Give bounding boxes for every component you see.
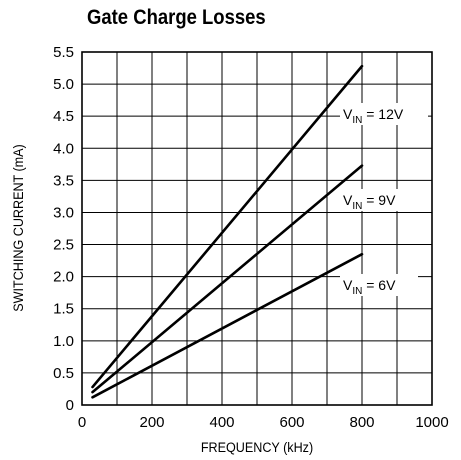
series-label-bg — [340, 274, 418, 296]
y-axis-label: SWITCHING CURRENT (mA) — [10, 144, 26, 311]
x-tick-labels: 0 200 400 600 800 1000 — [78, 414, 449, 431]
x-axis-label: FREQUENCY (kHz) — [201, 439, 313, 455]
chart-title: Gate Charge Losses — [87, 6, 266, 29]
grid — [82, 52, 432, 405]
y-tick-label: 5.5 — [53, 44, 74, 61]
y-tick-label: 4.5 — [53, 108, 74, 125]
y-tick-label: 5.0 — [53, 76, 74, 93]
series-label-bg — [340, 103, 428, 125]
y-tick-labels: 0 0.5 1.0 1.5 2.0 2.5 3.0 3.5 4.0 4.5 5.0 5.5 — [53, 44, 74, 414]
series-label-0: VIN = 12V — [343, 106, 404, 126]
y-tick-label: 4.0 — [53, 140, 74, 157]
y-tick-label: 3.0 — [53, 204, 74, 221]
y-tick-label: 3.5 — [53, 172, 74, 189]
series-label-1: VIN = 9V — [343, 192, 396, 212]
series-label-bg — [340, 189, 418, 211]
x-tick-label: 0 — [78, 414, 86, 431]
x-tick-label: 600 — [279, 414, 304, 431]
y-tick-label: 2.0 — [53, 269, 74, 286]
y-tick-label: 2.5 — [53, 237, 74, 254]
y-tick-label: 1.5 — [53, 301, 74, 318]
series-lines — [91, 64, 364, 399]
series-annotations: VIN = 12V VIN = 9V VIN = 6V — [340, 103, 428, 297]
y-tick-label: 1.0 — [53, 333, 74, 350]
y-tick-label: 0 — [66, 397, 74, 414]
x-tick-label: 1000 — [415, 414, 448, 431]
x-tick-label: 200 — [139, 414, 164, 431]
y-tick-label: 0.5 — [53, 365, 74, 382]
x-tick-label: 400 — [209, 414, 234, 431]
x-tick-label: 800 — [349, 414, 374, 431]
series-label-2: VIN = 6V — [343, 277, 396, 297]
plot-frame — [81, 51, 433, 406]
series-line-0 — [91, 64, 364, 389]
series-line-2 — [91, 252, 364, 399]
series-line-1 — [91, 164, 364, 394]
